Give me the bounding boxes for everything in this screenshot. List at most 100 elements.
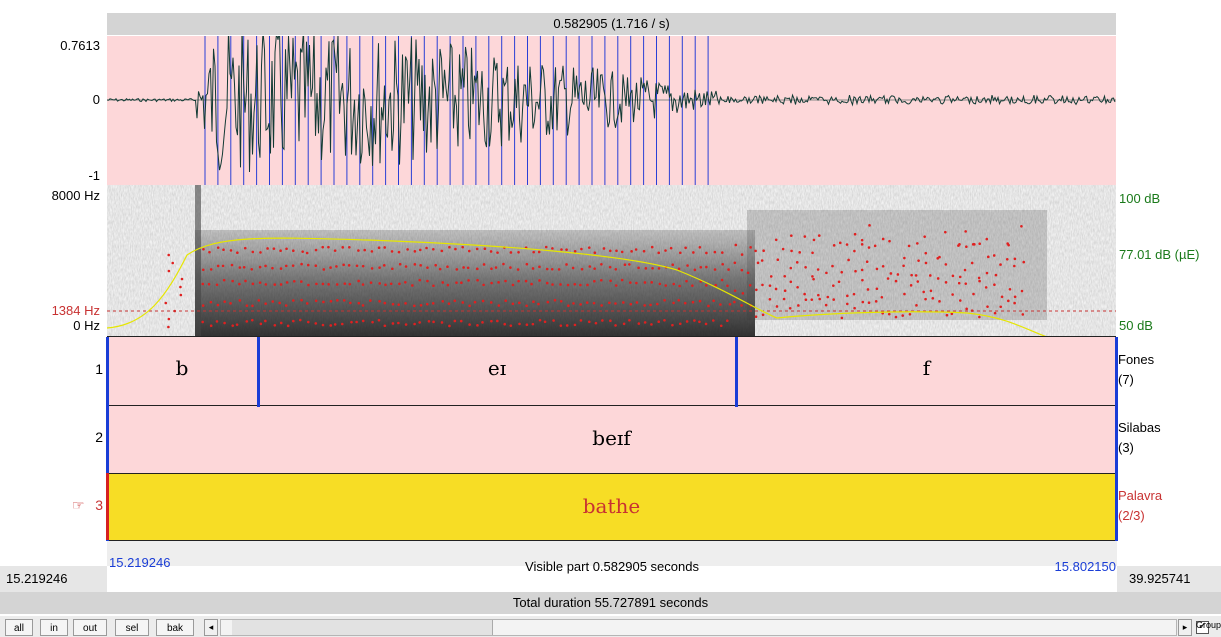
formant-dot (567, 304, 570, 308)
formant-dot (865, 260, 869, 264)
visible-part-bar[interactable] (107, 541, 1117, 566)
tier-divider (107, 405, 1116, 406)
formant-dot (425, 302, 429, 306)
window-start-box[interactable] (0, 566, 107, 592)
formant-dot (713, 250, 717, 254)
formant-dot (608, 301, 611, 305)
formant-dot (684, 246, 687, 250)
zoom-in-button[interactable]: in (40, 619, 68, 636)
interval-label[interactable]: eɪ (487, 356, 507, 380)
formant-dot (875, 267, 879, 271)
tier-fones[interactable] (107, 337, 1116, 405)
formant-dot (1020, 289, 1024, 293)
formant-dot (692, 251, 695, 254)
formant-dot (762, 249, 765, 253)
formant-dot (776, 258, 780, 262)
formant-dot (466, 266, 470, 270)
scrollbar-thumb[interactable] (232, 620, 493, 635)
formant-dot (427, 319, 431, 323)
zoom-to-selection-button[interactable]: sel (115, 619, 149, 636)
formant-dot (643, 321, 647, 324)
formant-dot (559, 283, 562, 286)
formant-dot (1013, 295, 1017, 299)
formant-dot (285, 247, 288, 251)
formant-dot (363, 248, 367, 252)
tier-name-silabas[interactable]: Silabas (3) (1118, 418, 1218, 458)
formant-dot (704, 322, 708, 326)
formant-dots (164, 224, 1026, 329)
formant-dot (587, 246, 591, 249)
formant-dot (572, 302, 575, 305)
formant-dot (321, 323, 325, 327)
group-checkbox[interactable]: ✓ (1196, 621, 1209, 634)
formant-dot (222, 278, 226, 282)
interval-boundary[interactable] (257, 337, 260, 407)
scroll-left-arrow-icon[interactable]: ◂ (204, 619, 218, 636)
formant-dot (482, 263, 486, 266)
formant-dot (538, 265, 541, 269)
formant-dot (984, 286, 988, 289)
interval-label[interactable]: bathe (582, 494, 641, 518)
formant-dot (532, 250, 535, 254)
zoom-back-button[interactable]: bak (156, 619, 194, 636)
formant-dot (511, 283, 515, 287)
formant-dot (398, 262, 402, 266)
formant-dot (594, 321, 598, 325)
formant-dot (993, 311, 997, 315)
formant-dot (741, 292, 745, 295)
tier-palavra[interactable] (107, 473, 1116, 540)
selection-duration-bar[interactable]: 0.582905 (1.716 / s) (107, 13, 1116, 35)
formant-dot (944, 230, 947, 234)
formant-dot (284, 264, 288, 268)
left-boundary-line[interactable] (106, 337, 109, 541)
formant-dot (1020, 224, 1023, 228)
tier-silabas[interactable] (107, 405, 1116, 473)
formant-dot (447, 302, 451, 305)
formant-dot (580, 267, 584, 271)
formant-dot (867, 301, 871, 305)
formant-dot (614, 284, 618, 287)
formant-dot (950, 312, 954, 316)
show-all-button[interactable]: all (5, 619, 33, 636)
formant-dot (413, 250, 417, 253)
formant-dot (397, 303, 400, 306)
formant-dot (838, 241, 842, 245)
interval-boundary[interactable] (735, 337, 738, 407)
window-end-box[interactable] (1117, 566, 1221, 592)
tier-name-palavra[interactable]: Palavra (2/3) (1118, 486, 1218, 526)
formant-dot (685, 279, 688, 283)
formant-dot (683, 301, 687, 305)
formant-dot (817, 234, 821, 237)
formant-dot (250, 267, 254, 271)
formant-dot (448, 324, 451, 328)
formant-dot (585, 301, 589, 304)
formant-dot (601, 319, 604, 322)
interval-label[interactable]: b (175, 356, 189, 380)
formant-dot (720, 278, 724, 282)
formant-dot (678, 322, 682, 326)
formant-dot (264, 302, 267, 305)
zoom-out-button[interactable]: out (73, 619, 107, 636)
formant-dot (719, 324, 723, 328)
interval-label[interactable]: beɪf (592, 426, 631, 450)
total-duration-bar[interactable]: Total duration 55.727891 seconds (0, 592, 1221, 614)
interval-label[interactable]: f (922, 356, 931, 380)
formant-dot (307, 283, 310, 287)
formant-dot (1008, 287, 1012, 291)
right-boundary-line[interactable] (1115, 337, 1118, 541)
formant-dot (1000, 295, 1004, 299)
formant-dot (446, 283, 450, 287)
scroll-right-arrow-icon[interactable]: ▸ (1178, 619, 1192, 636)
spectrogram-panel[interactable] (107, 185, 1116, 337)
formant-dot (292, 249, 295, 253)
formant-dot (924, 261, 928, 265)
formant-dot (964, 282, 968, 285)
formant-dot (348, 246, 351, 249)
formant-dot (936, 257, 939, 260)
formant-dot (811, 275, 814, 278)
formant-dot (573, 282, 577, 286)
formant-dot (207, 282, 211, 286)
formant-dot (236, 251, 239, 255)
tier-name-fones[interactable]: Fones (7) (1118, 350, 1218, 390)
formant-dot (314, 248, 318, 252)
